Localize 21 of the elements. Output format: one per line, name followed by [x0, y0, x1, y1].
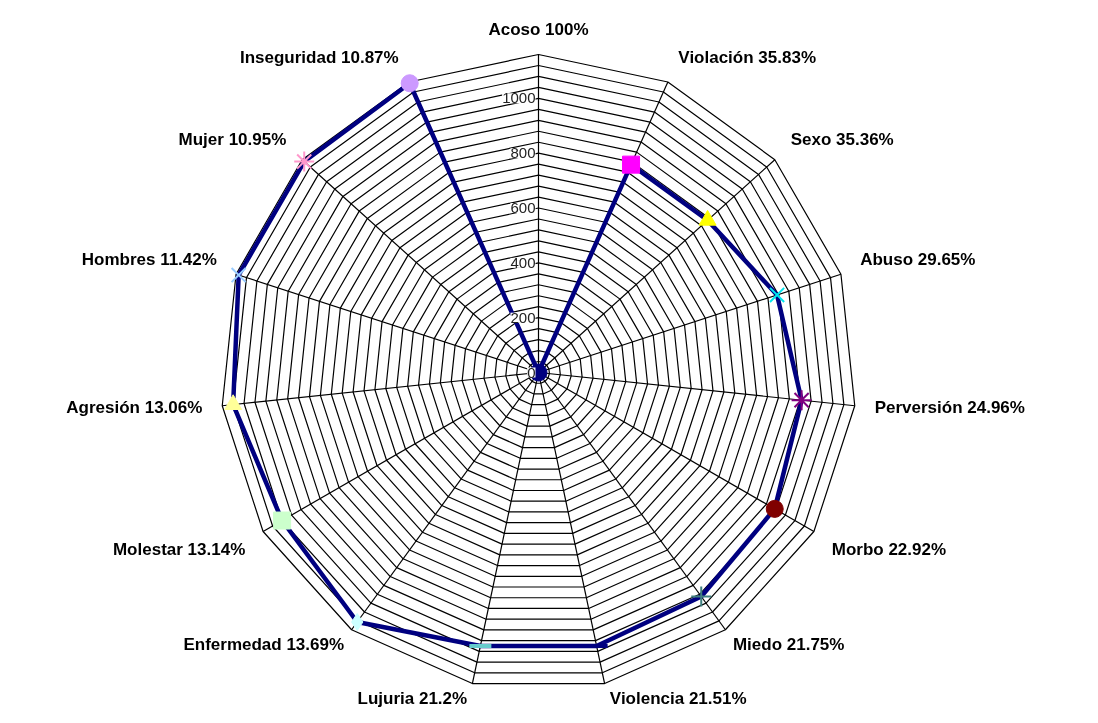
- spoke-label: Molestar 13.14%: [112, 539, 246, 559]
- spoke-label: Abuso 29.65%: [860, 250, 976, 270]
- spoke-label: Hombres 11.42%: [81, 250, 217, 270]
- y-tick-label: 0: [527, 363, 536, 381]
- y-tick-label: 800: [510, 144, 536, 162]
- spoke-label: Acoso 100%: [488, 19, 589, 39]
- y-tick-label: 600: [510, 199, 536, 217]
- spoke-label: Enfermedad 13.69%: [183, 634, 345, 654]
- spoke-label: Violación 35.83%: [678, 48, 817, 68]
- spoke-label: Lujuria 21.2%: [357, 689, 468, 709]
- spoke-label: Sexo 35.36%: [790, 130, 894, 150]
- spoke-label: Perversión 24.96%: [874, 397, 1025, 417]
- spoke-label: Agresión 13.06%: [66, 397, 203, 417]
- y-tick-label: 200: [510, 308, 536, 326]
- spoke-label: Miedo 21.75%: [732, 634, 845, 654]
- spoke-label: Morbo 22.92%: [831, 539, 947, 559]
- spoke-label: Inseguridad 10.87%: [239, 48, 399, 68]
- y-tick-label: 1000: [502, 89, 536, 107]
- spoke-label: Violencia 21.51%: [609, 689, 747, 709]
- spoke-label: Mujer 10.95%: [178, 130, 287, 150]
- y-tick-label: 400: [510, 253, 536, 271]
